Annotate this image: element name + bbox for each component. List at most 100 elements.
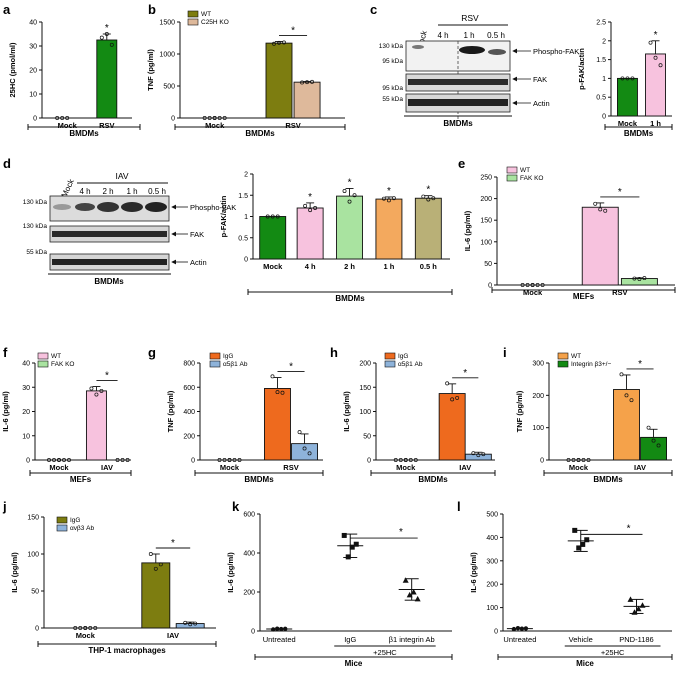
chart-d-point-4 h-0-1 bbox=[308, 208, 313, 213]
chart-j-point-IAV-1-1 bbox=[188, 622, 193, 627]
chart-f-ytick-label-0: 0 bbox=[26, 458, 30, 465]
chart-l-ytick-label-4: 400 bbox=[486, 535, 498, 542]
blot-c-group-header: RSV bbox=[461, 13, 479, 23]
chart-l-ytick-label-1: 100 bbox=[486, 605, 498, 612]
chart-j-point-IAV-0-0 bbox=[148, 552, 153, 556]
chart-d-point-2 h-0-0 bbox=[342, 189, 347, 193]
chart-b-sig-star: * bbox=[291, 26, 295, 37]
chart-k-ytick-label-3: 600 bbox=[243, 512, 255, 519]
chart-f-point-Mock-0-1 bbox=[52, 458, 56, 462]
chart-k-xtick-label-2: β1 integrin Ab bbox=[389, 635, 435, 644]
chart-a-ylabel: 25HC (pmol/ml) bbox=[8, 42, 17, 98]
chart-a-point-RSV-0-2 bbox=[109, 42, 114, 47]
chart-j-point-Mock-1-0 bbox=[83, 626, 88, 630]
chart-j-point-IAV-0-1 bbox=[153, 566, 158, 571]
chart-d-ytick-label-3: 1.5 bbox=[238, 193, 248, 200]
chart-j-xtick-label-0: Mock bbox=[76, 631, 96, 640]
chart-j-ytick-label-2: 100 bbox=[27, 552, 39, 559]
chart-j-point-IAV-0-2 bbox=[158, 562, 163, 567]
chart-g-xtick-label-0: Mock bbox=[220, 463, 240, 472]
chart-b-point-RSV-1-2 bbox=[310, 79, 314, 84]
chart-f-legend-swatch-1 bbox=[37, 360, 49, 368]
chart-e-point-Mock-1-2 bbox=[540, 283, 545, 287]
blot-c-lane-4h: 4 h bbox=[437, 31, 448, 40]
chart-c-sig-star-1: * bbox=[654, 30, 658, 41]
chart-b-ylabel: TNF (pg/ml) bbox=[146, 49, 155, 91]
panel-label-b: b bbox=[148, 2, 156, 17]
chart-d-ytick-label-0: 0 bbox=[244, 257, 248, 264]
blot-c-kda-1: 130 kDa bbox=[379, 43, 404, 50]
chart-l-ytick-label-0: 0 bbox=[494, 629, 498, 636]
chart-d-point-4 h-0-0 bbox=[303, 203, 308, 208]
chart-b-bar-RSV-0 bbox=[265, 42, 293, 119]
chart-e-point-Mock-1-1 bbox=[535, 283, 540, 287]
blot-d-fak-band bbox=[52, 231, 167, 237]
chart-e-ytick-label-4: 200 bbox=[480, 196, 492, 203]
chart-c-ytick-label-4: 2 bbox=[602, 38, 606, 45]
blot-d-lane-1h: 1 h bbox=[126, 187, 137, 196]
chart-d-bar-0.5 h-0 bbox=[414, 197, 442, 260]
chart-l-ytick-label-5: 500 bbox=[486, 512, 498, 519]
chart-j-xlabel: THP-1 macrophages bbox=[88, 646, 166, 655]
chart-i-legend-label-1: Integrin β3+/− bbox=[571, 361, 611, 368]
blot-c-label-fak: FAK bbox=[533, 75, 547, 84]
chart-h-point-IAV-0-2 bbox=[455, 395, 460, 400]
chart-j-legend-swatch-0 bbox=[56, 516, 68, 524]
chart-c-xtick-label-1: 1 h bbox=[650, 119, 661, 128]
chart-e-ytick-label-3: 150 bbox=[480, 218, 492, 225]
chart-c-point-1 h-0-2 bbox=[658, 63, 663, 68]
chart-j-point-Mock-1-1 bbox=[88, 626, 93, 630]
chart-h-point-IAV-1-0 bbox=[471, 451, 476, 456]
chart-f-point-IAV-0-2 bbox=[99, 388, 104, 393]
chart-g-legend-label-1: α5β1 Ab bbox=[223, 361, 248, 368]
chart-g-xlabel: BMDMs bbox=[244, 475, 274, 484]
chart-i-xtick-label-0: Mock bbox=[569, 463, 589, 472]
chart-f-legend-label-1: FAK KO bbox=[51, 361, 74, 368]
chart-e-point-Mock-0-1 bbox=[525, 283, 530, 287]
chart-c-ytick-label-5: 2.5 bbox=[596, 20, 606, 27]
chart-a-point-RSV-0-1 bbox=[104, 32, 109, 36]
chart-h-ytick-label-0: 0 bbox=[367, 458, 371, 465]
chart-f-legend-label-0: WT bbox=[51, 353, 61, 360]
chart-c-ylabel: p-FAK/actin bbox=[577, 48, 586, 90]
chart-f-ytick-label-2: 20 bbox=[22, 409, 30, 416]
chart-g-point-RSV-1-0 bbox=[297, 430, 302, 435]
chart-j-point-Mock-0-1 bbox=[78, 626, 83, 630]
chart-i-ytick-label-3: 300 bbox=[532, 361, 544, 368]
chart-h-point-Mock-1-2 bbox=[413, 458, 418, 462]
chart-j-ylabel: IL-6 (pg/ml) bbox=[10, 552, 19, 593]
chart-e-ytick-label-0: 0 bbox=[488, 283, 492, 290]
chart-k-point-2-0 bbox=[402, 577, 409, 583]
panel-label-g: g bbox=[148, 345, 156, 360]
blot-c-kda-4: 55 kDa bbox=[382, 96, 403, 103]
chart-h-legend-label-1: α5β1 Ab bbox=[398, 361, 423, 368]
blot-d-pfak-band-4 bbox=[121, 202, 143, 212]
chart-d-bar-2 h-0 bbox=[336, 195, 363, 260]
blot-d-pfak-band-1 bbox=[53, 204, 71, 210]
chart-d-sig-star-3: * bbox=[387, 186, 391, 197]
chart-l-point-0-0 bbox=[511, 626, 517, 632]
chart-a-ytick-label-3: 30 bbox=[29, 44, 37, 51]
chart-k-point-2-3 bbox=[414, 595, 421, 602]
panel-label-i: i bbox=[503, 345, 507, 360]
chart-d-point-2 h-0-2 bbox=[352, 193, 357, 198]
blot-d-group-header: IAV bbox=[115, 171, 128, 181]
chart-f-ylabel: IL-6 (pg/ml) bbox=[1, 391, 10, 432]
chart-l-sig-star: * bbox=[627, 523, 631, 534]
chart-j-point-IAV-1-0 bbox=[183, 620, 188, 625]
chart-h-point-IAV-1-1 bbox=[476, 453, 481, 458]
chart-l-xtick-label-0: Untreated bbox=[503, 635, 536, 644]
chart-j-point-IAV-1-2 bbox=[193, 621, 198, 626]
chart-l-xtick-label-2: PND-1186 bbox=[619, 635, 653, 644]
chart-h-xtick-label-0: Mock bbox=[396, 463, 416, 472]
chart-f-point-IAV-0-0 bbox=[89, 386, 94, 391]
chart-i-point-IAV-0-1 bbox=[624, 393, 629, 398]
chart-b-legend-swatch-0 bbox=[187, 10, 199, 18]
chart-b-legend-label-0: WT bbox=[201, 11, 211, 18]
chart-k-point-0-1 bbox=[279, 626, 284, 632]
chart-h-point-Mock-0-1 bbox=[398, 458, 403, 462]
chart-h-bar-IAV-0 bbox=[438, 393, 466, 461]
blot-d-kda-2: 130 kDa bbox=[23, 223, 48, 230]
chart-g-ytick-label-4: 800 bbox=[183, 361, 195, 368]
chart-b-point-Mock-1-2 bbox=[222, 116, 227, 120]
